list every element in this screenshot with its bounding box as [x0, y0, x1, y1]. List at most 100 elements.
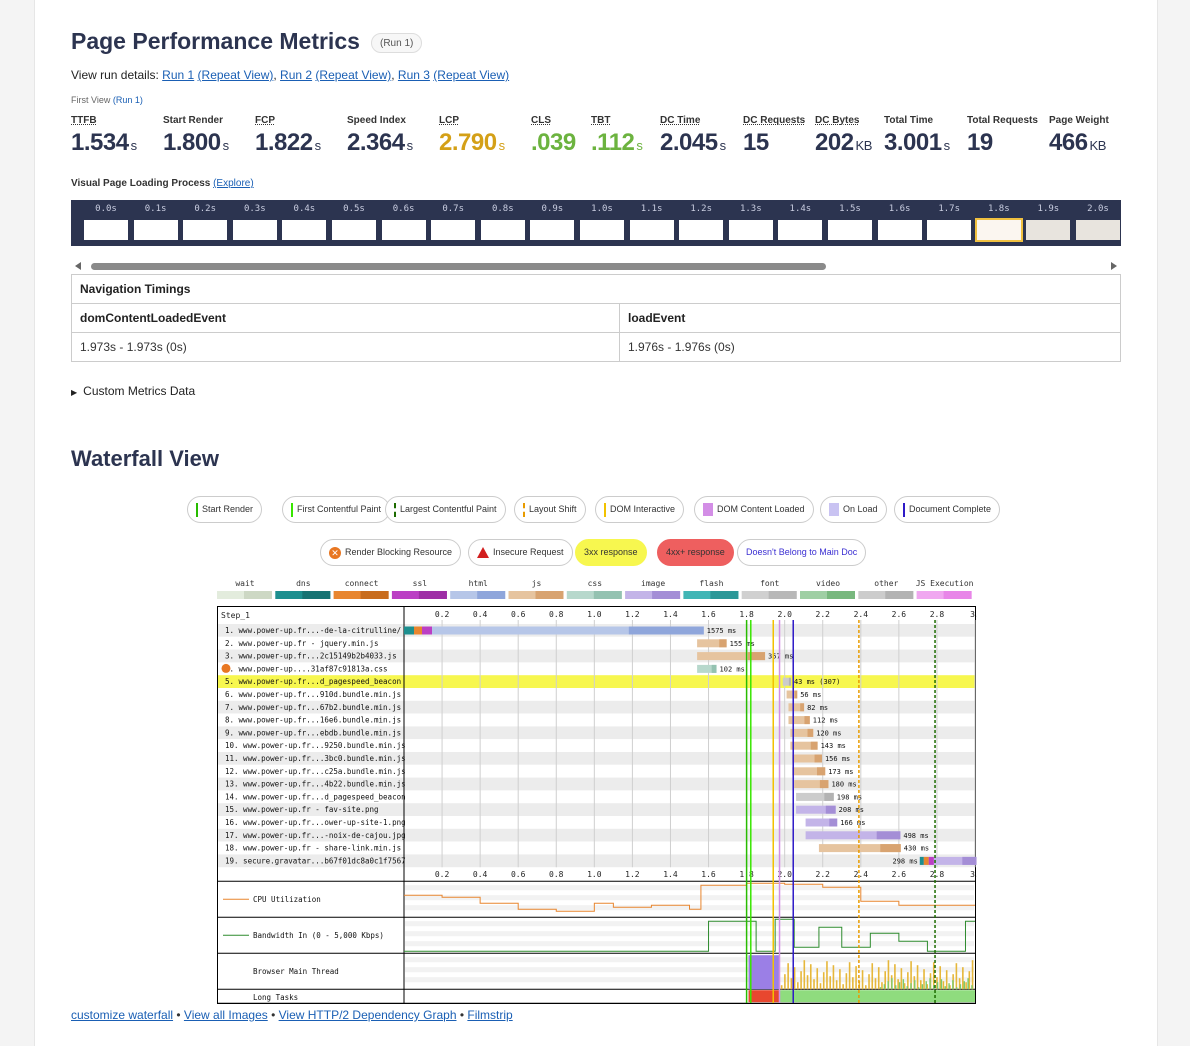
filmstrip-scrollbar[interactable]: [71, 260, 1121, 272]
request-url[interactable]: 17. www.power-up.fr...-noix-de-cajou.jpg: [225, 831, 406, 840]
frame-thumbnail[interactable]: [778, 220, 823, 240]
frame-thumbnail[interactable]: [431, 220, 476, 240]
filmstrip-frame[interactable]: 1.5s: [827, 200, 873, 246]
frame-thumbnail[interactable]: [877, 220, 922, 240]
metric-value: 15: [743, 129, 769, 156]
request-url[interactable]: 2. www.power-up.fr - jquery.min.js: [225, 639, 379, 648]
frame-thumbnail[interactable]: [530, 220, 575, 240]
request-url[interactable]: 5. www.power-up.fr...d_pagespeed_beacon: [225, 677, 401, 686]
http2-dependency-graph-link[interactable]: View HTTP/2 Dependency Graph: [278, 1008, 457, 1022]
frame-thumbnail[interactable]: [927, 220, 972, 240]
frame-thumbnail[interactable]: [381, 220, 426, 240]
request-url[interactable]: 15. www.power-up.fr - fav-site.png: [225, 805, 379, 814]
frame-thumbnail[interactable]: [183, 220, 228, 240]
filmstrip-frame[interactable]: 0.3s: [232, 200, 278, 246]
frame-thumbnail[interactable]: [480, 220, 525, 240]
request-url[interactable]: 4. www.power-up....31af87c91813a.css: [225, 664, 388, 673]
filmstrip-frame[interactable]: 1.1s: [629, 200, 675, 246]
filmstrip-frame[interactable]: 0.5s: [331, 200, 377, 246]
request-url[interactable]: 3. www.power-up.fr...2c15149b2b4033.js: [225, 652, 397, 661]
filmstrip-frame[interactable]: 0.7s: [430, 200, 476, 246]
run-1-link[interactable]: Run 1: [162, 68, 195, 82]
request-bar: [404, 626, 704, 635]
filmstrip-frame[interactable]: 0.9s: [529, 200, 575, 246]
run-3-link[interactable]: Run 3: [397, 68, 430, 82]
request-bar-content: [819, 780, 829, 789]
scroll-right-icon[interactable]: [1111, 262, 1117, 270]
customize-waterfall-link[interactable]: customize waterfall: [71, 1008, 174, 1022]
main-thread-tick: [806, 975, 809, 990]
filmstrip-frame[interactable]: 1.9s: [1025, 200, 1071, 246]
request-url[interactable]: 14. www.power-up.fr...d_pagespeed_beacon: [225, 792, 406, 801]
request-url[interactable]: 9. www.power-up.fr...ebdb.bundle.min.js: [225, 728, 401, 737]
frame-thumbnail[interactable]: [1076, 220, 1120, 240]
explore-link[interactable]: (Explore): [213, 178, 254, 189]
request-url[interactable]: 18. www.power-up.fr - share-link.min.js: [225, 844, 401, 853]
frame-thumbnail[interactable]: [728, 220, 773, 240]
scroll-thumb[interactable]: [91, 263, 826, 270]
request-url[interactable]: 12. www.power-up.fr...c25a.bundle.min.js: [225, 767, 406, 776]
request-bar: [697, 664, 717, 673]
frame-thumbnail[interactable]: [679, 220, 724, 240]
main-thread-tick: [944, 986, 946, 990]
filmstrip-frame[interactable]: 0.2s: [182, 200, 228, 246]
filmstrip-frame[interactable]: 2.0s: [1075, 200, 1121, 246]
legend-label: 4xx+ response: [666, 547, 725, 557]
filmstrip-frame[interactable]: 1.0s: [579, 200, 625, 246]
custom-metrics-toggle[interactable]: ▶ Custom Metrics Data: [71, 384, 195, 398]
frame-thumbnail[interactable]: [332, 220, 376, 240]
frame-thumbnail[interactable]: [974, 218, 1023, 242]
frame-thumbnail[interactable]: [232, 220, 277, 240]
scroll-left-icon[interactable]: [75, 262, 81, 270]
frame-thumbnail[interactable]: [282, 220, 327, 240]
filmstrip-frame[interactable]: 1.4s: [777, 200, 823, 246]
frame-thumbnail[interactable]: [84, 220, 128, 240]
request-url[interactable]: 1. www.power-up.fr...-de-la-citrulline/: [225, 626, 401, 635]
legend-dom-content-loaded: DOM Content Loaded: [694, 496, 814, 523]
filmstrip-frame[interactable]: 0.0s: [83, 200, 129, 246]
filmstrip-frame[interactable]: 1.7s: [926, 200, 972, 246]
main-thread-tick: [952, 980, 954, 990]
request-url[interactable]: 11. www.power-up.fr...3bc0.bundle.min.js: [225, 754, 406, 763]
waterfall-chart: wait dns connect ssl html js css image flash font…: [217, 579, 977, 1004]
request-bar-content: [825, 805, 836, 814]
frame-thumbnail[interactable]: [580, 220, 624, 240]
main-thread-tick: [926, 984, 929, 990]
page-title: Page Performance Metrics: [71, 28, 360, 54]
filmstrip-frame[interactable]: 1.6s: [877, 200, 923, 246]
filmstrip-frame[interactable]: 1.2s: [678, 200, 724, 246]
run-3-repeat-link[interactable]: (Repeat View): [433, 68, 510, 82]
request-bar-content: [711, 664, 717, 673]
run-2-repeat-link[interactable]: (Repeat View): [315, 68, 392, 82]
request-url[interactable]: 10. www.power-up.fr...9250.bundle.min.js: [225, 741, 406, 750]
frame-thumbnail[interactable]: [828, 220, 872, 240]
request-url[interactable]: 7. www.power-up.fr...67b2.bundle.min.js: [225, 703, 401, 712]
frame-thumbnail[interactable]: [629, 220, 674, 240]
request-url[interactable]: 16. www.power-up.fr...ower-up-site-1.png: [225, 818, 406, 827]
filmstrip-frame[interactable]: 0.8s: [480, 200, 526, 246]
panel-stripe: [405, 941, 974, 947]
filmstrip-link[interactable]: Filmstrip: [467, 1008, 513, 1022]
frame-thumbnail[interactable]: [1026, 220, 1071, 240]
frame-thumbnail[interactable]: [133, 220, 178, 240]
request-bar-content: [800, 703, 805, 712]
metric-dc-time: DC Time 2.045 s: [660, 115, 726, 160]
filmstrip-frame[interactable]: 1.8s: [974, 200, 1023, 246]
view-all-images-link[interactable]: View all Images: [183, 1008, 268, 1022]
filmstrip-frame[interactable]: 0.6s: [381, 200, 427, 246]
filmstrip-frame[interactable]: 0.1s: [133, 200, 179, 246]
run-1-repeat-link[interactable]: (Repeat View): [197, 68, 274, 82]
filmstrip-frame[interactable]: 0.4s: [281, 200, 327, 246]
request-url[interactable]: 13. www.power-up.fr...4b22.bundle.min.js: [225, 780, 406, 789]
filmstrip[interactable]: 0.0s 0.1s 0.2s 0.3s 0.4s 0.5s 0.6s 0.7s 0.8s 0.9s…: [71, 200, 1121, 246]
first-view-run-link[interactable]: (Run 1): [112, 95, 143, 105]
request-url[interactable]: 6. www.power-up.fr...910d.bundle.min.js: [225, 690, 401, 699]
main-thread-tick: [855, 966, 857, 990]
request-url[interactable]: 19. secure.gravatar...b67f01dc8a0c1f7567: [225, 856, 406, 865]
filmstrip-frame[interactable]: 1.3s: [728, 200, 774, 246]
main-thread-tick: [895, 985, 897, 990]
run-2-link[interactable]: Run 2: [280, 68, 313, 82]
panel-stripe: [405, 977, 974, 983]
render-blocking-icon: [221, 663, 231, 673]
request-url[interactable]: 8. www.power-up.fr...16e6.bundle.min.js: [225, 716, 401, 725]
